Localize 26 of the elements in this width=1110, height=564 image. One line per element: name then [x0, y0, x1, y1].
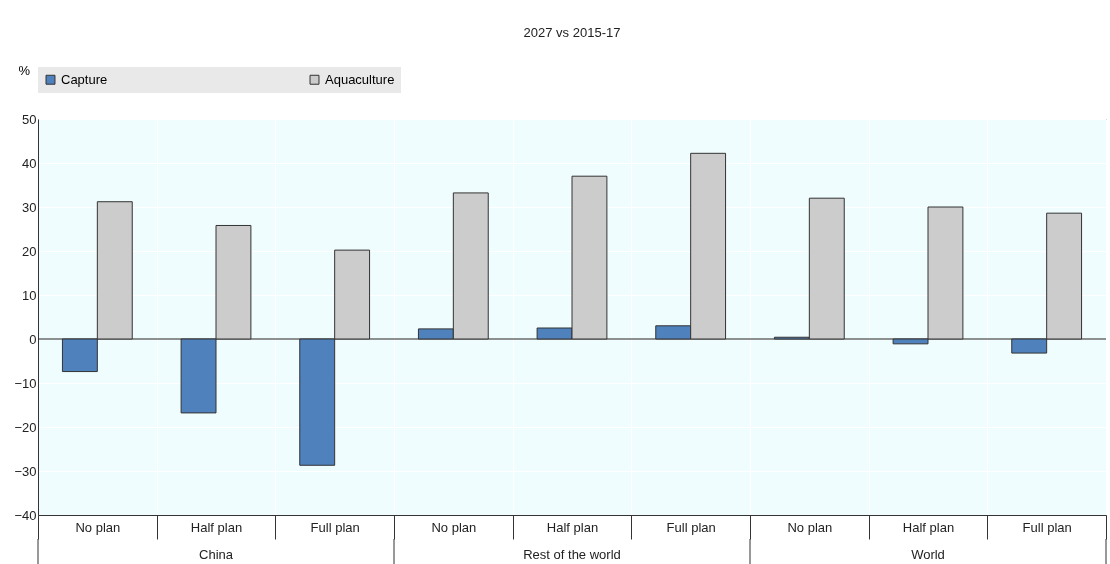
y-tick-label: −40 — [14, 507, 37, 523]
legend-label: Capture — [61, 71, 108, 87]
y-tick-label: −10 — [14, 375, 37, 391]
text: China — [199, 547, 234, 562]
x-tick-label: No plan — [787, 519, 833, 535]
x-tick-label: No plan — [431, 519, 477, 535]
x-tick-label: Half plan — [190, 519, 243, 535]
x-tick-label: No plan — [75, 519, 121, 535]
y-tick-label: 20 — [22, 243, 37, 259]
y-tick-label: 30 — [22, 199, 37, 215]
y-tick-label: 10 — [22, 287, 37, 303]
legend-label: Aquaculture — [325, 71, 395, 87]
y-tick-label: −30 — [14, 463, 37, 479]
y-tick-label: −20 — [14, 419, 37, 435]
y-tick-label: 50 — [22, 111, 37, 127]
x-tick-label: Half plan — [546, 519, 599, 535]
x-tick-label: Full plan — [666, 519, 716, 535]
y-axis-title: % — [18, 62, 31, 78]
text: Rest of the world — [523, 547, 621, 562]
x-tick-label: Full plan — [310, 519, 360, 535]
x-tick-label: Full plan — [1022, 519, 1072, 535]
chart-title: 2027 vs 2015-17 — [523, 25, 621, 40]
y-tick-label: 0 — [29, 331, 37, 347]
y-tick-label: 40 — [22, 155, 37, 171]
x-tick-label: Half plan — [902, 519, 955, 535]
text: World — [911, 547, 945, 562]
